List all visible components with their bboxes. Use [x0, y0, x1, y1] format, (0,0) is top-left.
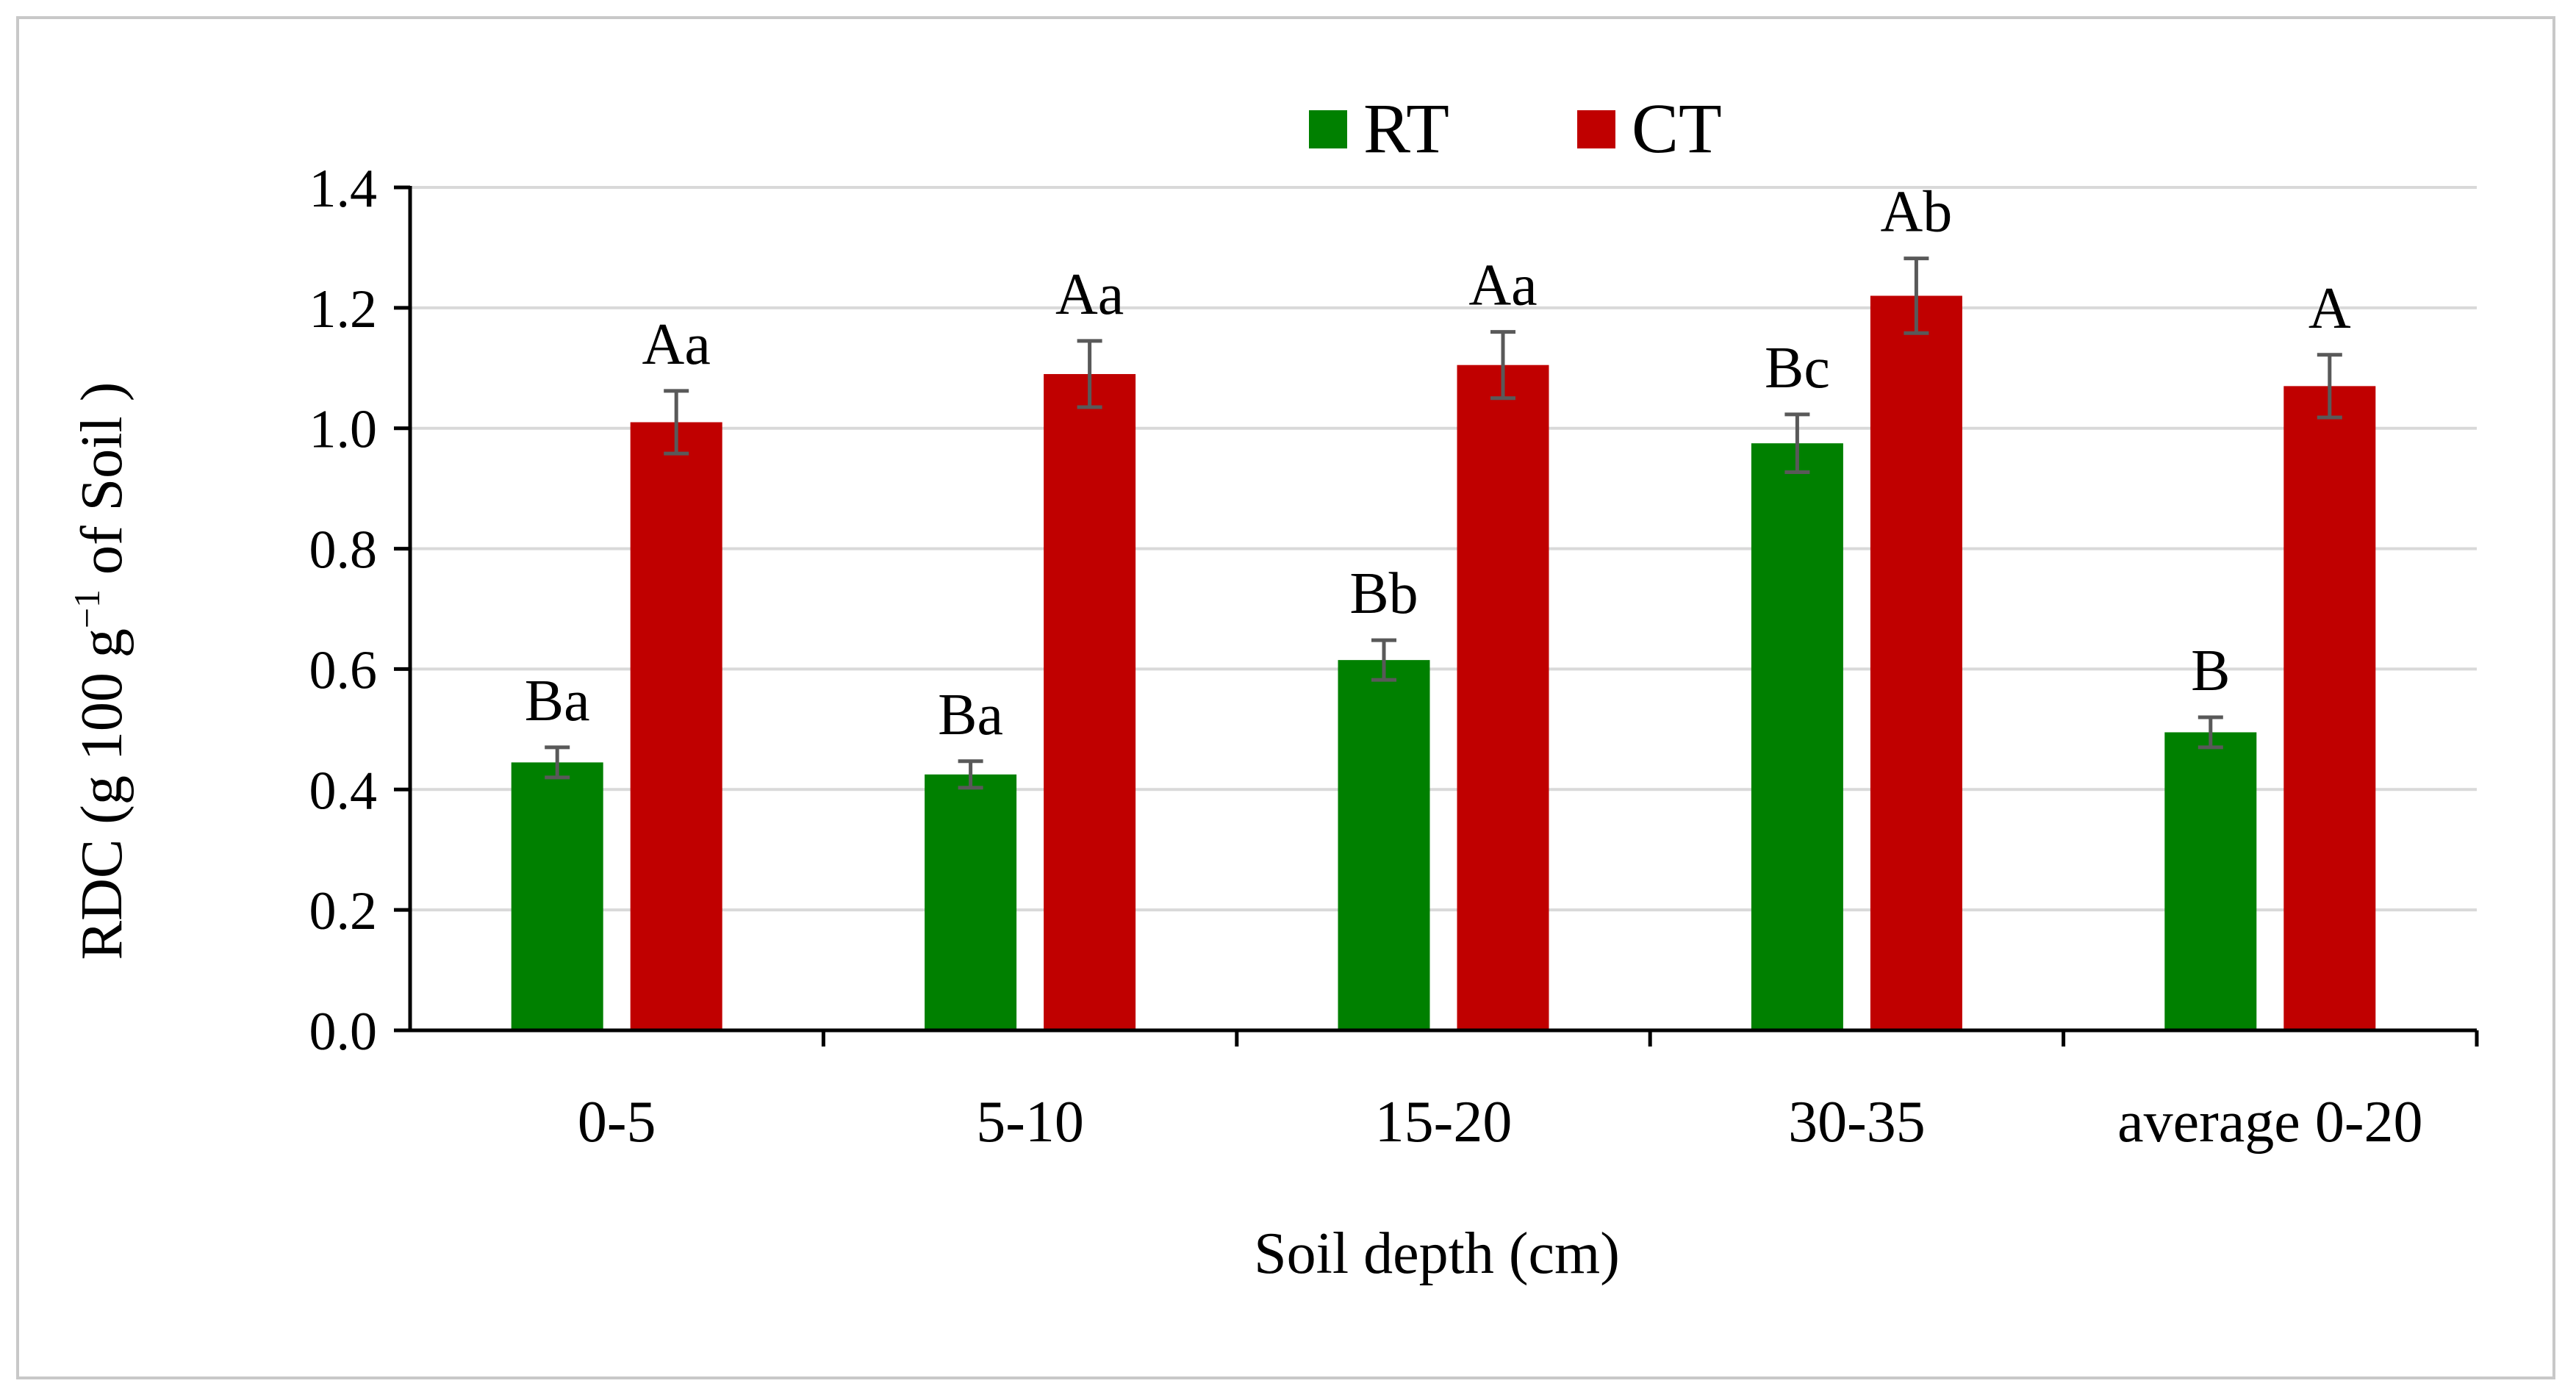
y-axis-ticks: 0.0 0.2 0.4 0.6 0.8 1.0 1.2 1.4	[309, 159, 410, 1062]
x-tick-label: 0-5	[578, 1090, 656, 1155]
significance-label: Ab	[1881, 180, 1953, 245]
y-tick-label: 0.0	[309, 1002, 378, 1062]
legend-label-ct: CT	[1632, 89, 1722, 168]
y-axis-title: RDC (g 100 g−1 of Soil )	[66, 382, 134, 961]
chart-frame	[16, 16, 2555, 1379]
significance-label: Aa	[1055, 262, 1124, 327]
bars	[511, 295, 2376, 1030]
bar-ct	[1044, 373, 1136, 1030]
significance-label: Aa	[1468, 254, 1537, 318]
bar-rt	[511, 762, 603, 1030]
bar-rt	[1338, 660, 1430, 1030]
y-tick-label: 0.4	[309, 761, 378, 821]
legend-label-rt: RT	[1363, 89, 1449, 168]
significance-label: B	[2191, 639, 2230, 703]
significance-label: Bc	[1765, 336, 1830, 401]
bar-ct	[1457, 365, 1549, 1030]
x-tick-label: 30-35	[1788, 1090, 1926, 1155]
bar-ct	[2283, 386, 2376, 1030]
x-axis-ticks: 0-5 5-10 15-20 30-35 average 0-20	[578, 1030, 2479, 1155]
legend: RT CT	[1309, 89, 1722, 168]
x-tick-label: average 0-20	[2117, 1090, 2422, 1155]
legend-swatch-ct	[1577, 110, 1615, 148]
x-tick-label: 5-10	[976, 1090, 1084, 1155]
error-bars	[545, 256, 2342, 790]
x-tick-label: 15-20	[1375, 1090, 1513, 1155]
y-tick-label: 1.2	[309, 279, 378, 340]
axes	[408, 186, 2477, 1033]
bar-rt	[2164, 732, 2257, 1030]
gridlines	[410, 186, 2477, 912]
y-tick-label: 0.6	[309, 640, 378, 700]
significance-label: Ba	[525, 669, 590, 733]
legend-swatch-rt	[1309, 110, 1347, 148]
significance-label: A	[2308, 276, 2351, 341]
y-tick-label: 1.0	[309, 400, 378, 460]
y-tick-label: 1.4	[309, 159, 378, 219]
bar-rt	[1751, 443, 1843, 1030]
significance-label: Aa	[642, 312, 711, 377]
significance-label: Bb	[1349, 561, 1418, 626]
bar-rt	[925, 774, 1017, 1030]
x-axis-title: Soil depth (cm)	[1254, 1221, 1620, 1286]
bar-labels: Ba Aa Ba Aa Bb Aa Bc Ab B A	[525, 180, 2351, 747]
significance-label: Ba	[938, 683, 1003, 747]
y-tick-label: 0.2	[309, 881, 378, 941]
bar-ct	[630, 422, 722, 1030]
bar-ct	[1870, 295, 1962, 1030]
y-tick-label: 0.8	[309, 520, 378, 581]
